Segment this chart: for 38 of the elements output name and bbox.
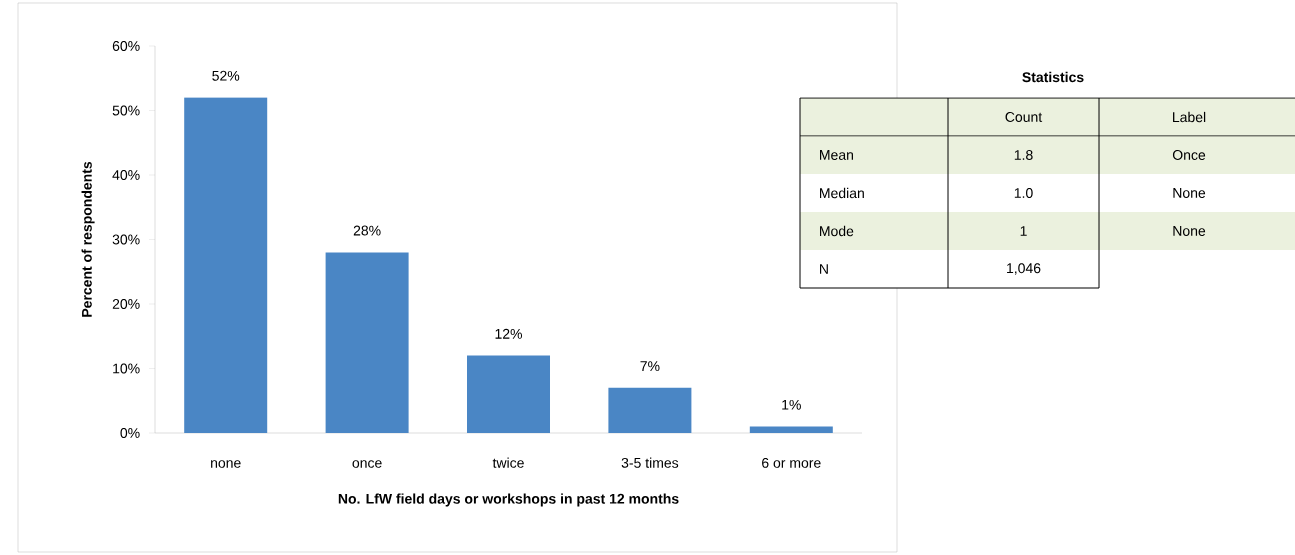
- text: Label: [1173, 111, 1206, 123]
- text: 1.0: [1014, 188, 1033, 198]
- x-tick-label: none: [211, 460, 241, 468]
- text: None: [1173, 188, 1206, 198]
- annotation: Mean: [820, 150, 853, 160]
- text: 1: [1020, 226, 1027, 236]
- bar: [325, 252, 409, 433]
- bar: [184, 97, 268, 433]
- text: Statistics: [1022, 71, 1084, 83]
- x-tick-label: twice: [492, 457, 524, 468]
- y-tick-label: 30%: [112, 234, 140, 245]
- text: None: [1173, 226, 1206, 236]
- text: Once: [1172, 150, 1206, 160]
- bar: [608, 387, 692, 433]
- bar: [749, 426, 833, 433]
- data-label: 28%: [353, 225, 381, 236]
- data-label: 7%: [640, 361, 660, 371]
- text: Count: [1005, 112, 1043, 122]
- data-label: 52%: [212, 70, 240, 81]
- x-tick-label: 3-5 times: [621, 457, 679, 468]
- bar: [467, 355, 551, 433]
- y-tick-label: 0%: [120, 428, 140, 438]
- y-tick-label: 50%: [112, 105, 140, 116]
- y-tick-label: 20%: [112, 299, 140, 309]
- y-tick-label: 40%: [112, 170, 140, 180]
- x-tick-label: 6 or more: [762, 457, 821, 468]
- y-tick-label: 60%: [112, 41, 140, 51]
- data-label: 1%: [782, 399, 801, 410]
- y-axis-title: Percent of respondents: [81, 161, 95, 317]
- text: 1,046: [1007, 263, 1041, 275]
- x-tick-label: once: [352, 460, 382, 468]
- x-axis-title: No. LfW field days or workshops in past 12 months: [338, 493, 679, 507]
- y-tick-label: 10%: [113, 363, 140, 374]
- annotation: Median: [820, 187, 864, 199]
- annotation: Mode: [820, 225, 854, 237]
- annotation: N: [820, 264, 828, 274]
- data-label: 12%: [495, 328, 523, 339]
- text: 1.8: [1014, 150, 1033, 160]
